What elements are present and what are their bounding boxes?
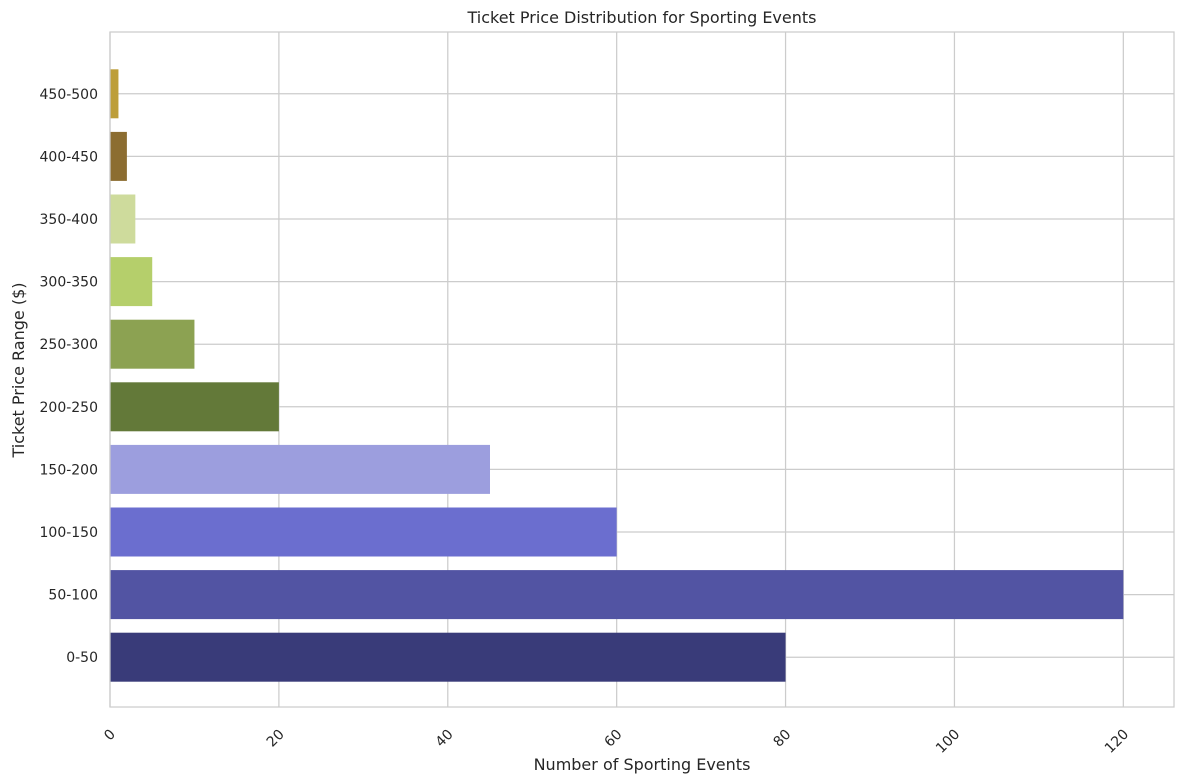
bars: [110, 69, 1124, 682]
y-tick-label: 300-350: [40, 275, 99, 291]
bar-300-350: [110, 257, 153, 307]
bar-450-500: [110, 69, 119, 119]
bar-350-400: [110, 194, 136, 244]
y-tick-label: 100-150: [40, 525, 99, 541]
plot-frame: [109, 31, 1175, 708]
y-tick-label: 400-450: [40, 149, 99, 165]
y-tick-label: 250-300: [40, 337, 99, 353]
y-tick-label: 150-200: [40, 462, 99, 478]
y-tick-label: 0-50: [66, 650, 98, 666]
chart-title: Ticket Price Distribution for Sporting E…: [466, 8, 816, 27]
bar-400-450: [110, 131, 127, 181]
y-tick-label: 50-100: [48, 588, 98, 604]
bar-200-250: [110, 382, 279, 432]
y-tick-label: 200-250: [40, 400, 99, 416]
y-axis-title: Ticket Price Range ($): [9, 283, 28, 459]
y-tick-label: 350-400: [40, 212, 99, 228]
x-axis-title: Number of Sporting Events: [534, 755, 751, 774]
bar-50-100: [110, 570, 1124, 620]
bar-250-300: [110, 319, 195, 369]
bar-0-50: [110, 632, 786, 682]
y-tick-labels: 0-50 50-100 100-150 150-200 200-250 250-300 30…: [40, 87, 99, 666]
y-tick-label: 450-500: [40, 87, 99, 103]
bar-100-150: [110, 507, 617, 557]
bar-150-200: [110, 444, 490, 494]
